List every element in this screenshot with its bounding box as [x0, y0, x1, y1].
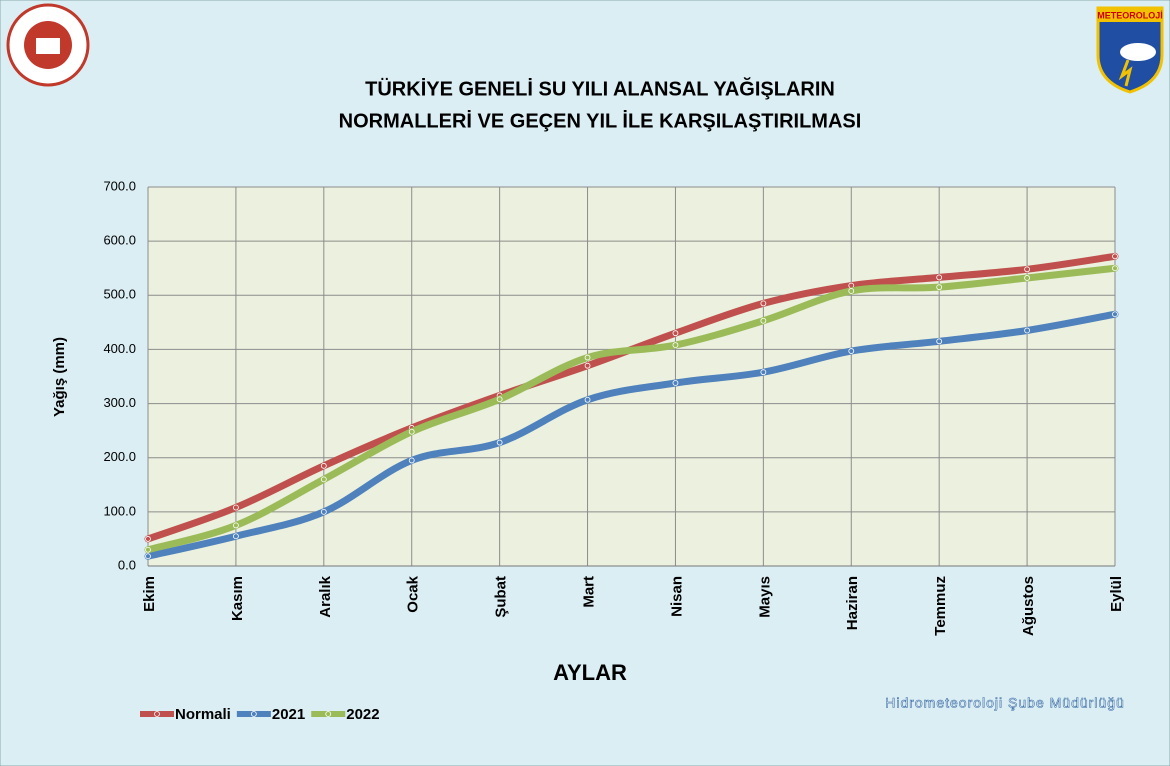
meteoroloji-logo: METEOROLOJİ: [1096, 6, 1164, 94]
x-tick-label: Haziran: [844, 576, 861, 630]
point: [145, 553, 151, 560]
point: [320, 476, 327, 483]
y-tick-label: 600.0: [103, 233, 136, 248]
point: [584, 354, 591, 361]
point: [1024, 275, 1030, 281]
point: [408, 428, 415, 435]
x-tick-label: Şubat: [493, 576, 510, 618]
plot-area: [148, 187, 1115, 566]
y-tick-label: 100.0: [103, 503, 136, 518]
point: [1024, 266, 1030, 273]
y-tick-label: 0.0: [118, 557, 136, 572]
legend-marker: [154, 711, 160, 717]
y-tick-label: 500.0: [103, 287, 136, 302]
point: [233, 533, 239, 540]
ministry-logo: [6, 3, 90, 87]
legend-label: 2022: [346, 706, 379, 723]
point: [760, 300, 767, 307]
point: [760, 317, 767, 324]
point: [233, 504, 239, 511]
point: [408, 457, 415, 464]
point: [936, 284, 943, 291]
y-tick-label: 200.0: [103, 449, 136, 464]
chart-subtitle: NORMALLERİ VE GEÇEN YIL İLE KARŞILAŞTIRI…: [339, 109, 862, 132]
y-tick-label: 400.0: [103, 341, 136, 356]
x-tick-label: Ekim: [141, 576, 158, 612]
legend-label: 2021: [272, 706, 305, 723]
y-tick-label: 300.0: [103, 395, 136, 410]
x-tick-label: Temmuz: [932, 576, 949, 636]
chart-title: TÜRKİYE GENELİ SU YILI ALANSAL YAĞIŞLARI…: [365, 76, 835, 100]
x-tick-label: Nisan: [668, 576, 685, 617]
x-tick-label: Ocak: [405, 575, 422, 612]
x-axis-label: AYLAR: [553, 660, 627, 685]
legend-label: Normali: [175, 706, 231, 723]
x-tick-label: Kasım: [229, 576, 246, 621]
y-tick-label: 700.0: [103, 178, 136, 193]
x-tick-label: Aralık: [317, 575, 334, 617]
annotation: Hidrometeoroloji Şube Müdürlüğü: [885, 695, 1125, 711]
point: [1112, 253, 1118, 260]
point: [760, 369, 767, 376]
point: [1112, 265, 1118, 272]
point: [848, 348, 855, 354]
y-axis-label: Yağış (mm): [51, 337, 68, 417]
x-tick-label: Ağustos: [1020, 576, 1037, 636]
x-tick-label: Eylül: [1108, 576, 1125, 612]
point: [848, 288, 855, 294]
point: [145, 546, 151, 553]
point: [320, 508, 327, 515]
point: [584, 396, 591, 403]
point: [145, 536, 151, 542]
point: [672, 330, 679, 337]
point: [1024, 327, 1030, 334]
point: [1112, 311, 1118, 318]
x-tick-label: Mart: [581, 576, 598, 608]
point: [496, 396, 503, 403]
logo-text: METEOROLOJİ: [1097, 10, 1163, 20]
series-line: [144, 264, 1119, 554]
point: [233, 522, 239, 529]
point: [584, 362, 591, 369]
point: [496, 439, 503, 446]
series-line: [144, 310, 1119, 560]
point: [936, 338, 943, 345]
point: [672, 342, 679, 348]
point: [320, 462, 327, 469]
point: [936, 274, 943, 281]
x-tick-label: Mayıs: [756, 576, 773, 618]
point: [672, 380, 679, 386]
legend-marker: [250, 711, 257, 717]
legend-marker: [325, 711, 332, 717]
